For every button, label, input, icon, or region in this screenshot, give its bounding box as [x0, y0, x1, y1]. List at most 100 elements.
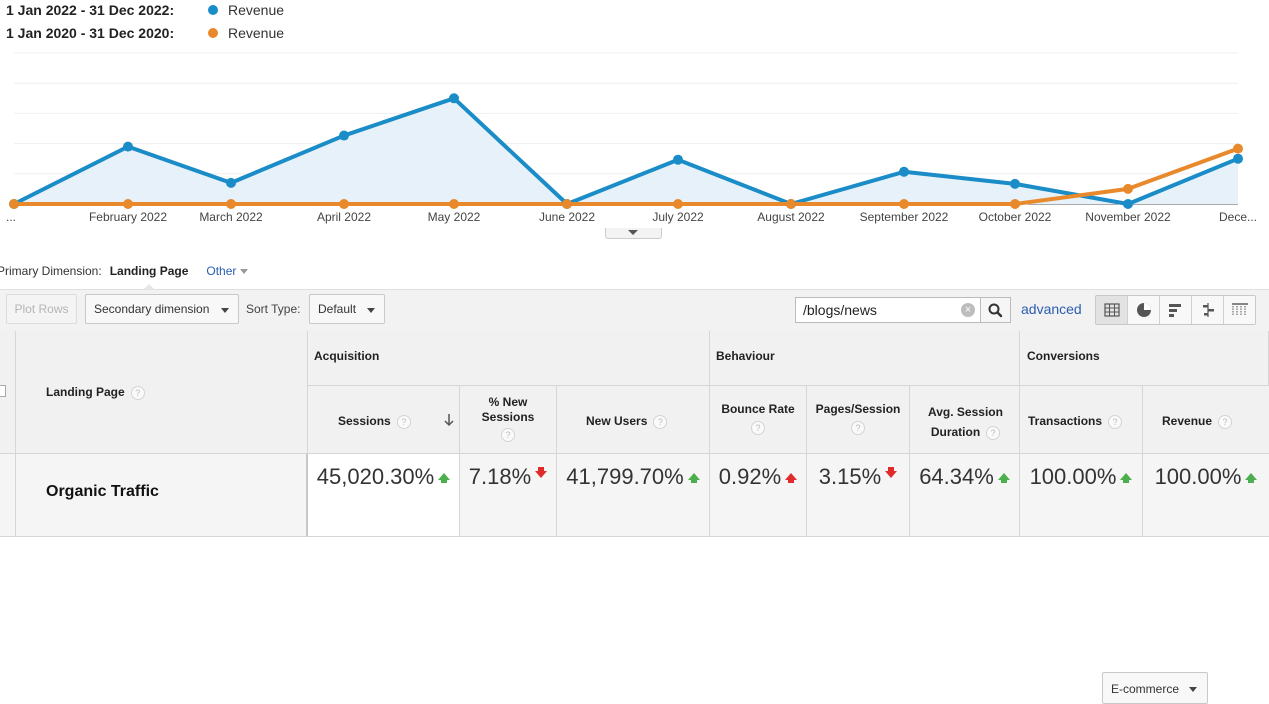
pct-new-sessions-column-header[interactable]: % New Sessions?: [460, 386, 557, 454]
new-users-cell: 41,799.70%: [557, 454, 710, 537]
data-table-view-button[interactable]: [1096, 296, 1128, 324]
other-label: Other: [206, 264, 237, 278]
data-point[interactable]: [123, 199, 133, 209]
avg-session-duration-title: Avg. Session Duration?: [928, 405, 1003, 440]
transactions-title: Transactions?: [1028, 414, 1123, 429]
new-users-value: 41,799.70%: [566, 464, 684, 489]
help-icon[interactable]: ?: [396, 414, 411, 429]
revenue-line-chart: ... February 2022 March 2022 April 2022 May …: [6, 52, 1257, 224]
bounce-rate-title: Bounce Rate?: [721, 402, 795, 435]
pages-session-cell: 3.15%: [807, 454, 910, 537]
row-checkbox-cell: [0, 454, 16, 537]
revenue-value: 100.00%: [1154, 464, 1242, 489]
series-area: [14, 98, 1238, 204]
landing-page-title: Landing Page?: [46, 385, 145, 400]
transactions-value: 100.00%: [1029, 464, 1117, 489]
data-point[interactable]: [123, 141, 133, 152]
table-view-switcher: [1095, 295, 1256, 325]
plot-rows-button[interactable]: Plot Rows: [6, 294, 77, 324]
help-icon[interactable]: ?: [653, 414, 668, 429]
new-users-column-header[interactable]: New Users?: [557, 386, 710, 454]
arrow-up-icon: [687, 472, 700, 483]
secondary-dimension-dropdown[interactable]: Secondary dimension: [85, 294, 239, 324]
sessions-value: 45,020.30%: [316, 464, 435, 489]
pivot-view-button[interactable]: [1224, 296, 1255, 324]
select-all-checkbox[interactable]: [0, 385, 6, 397]
data-point[interactable]: [1233, 143, 1243, 154]
data-point[interactable]: [9, 199, 19, 209]
data-point[interactable]: [449, 93, 459, 104]
legend-item-2020: 1 Jan 2020 - 31 Dec 2020: Revenue: [6, 23, 284, 43]
comparison-icon: [1202, 303, 1214, 317]
x-tick-label: February 2022: [89, 210, 167, 224]
data-point[interactable]: [562, 199, 572, 209]
pct-new-sessions-title: % New Sessions?: [481, 395, 535, 442]
acquisition-group-header: Acquisition: [308, 331, 710, 386]
pct-new-sessions-value: 7.18%: [468, 464, 532, 489]
sessions-cell: 45,020.30%: [308, 454, 460, 537]
legend-dot-icon: [208, 28, 218, 38]
caret-down-icon: [367, 308, 375, 313]
data-point[interactable]: [786, 199, 796, 209]
help-icon[interactable]: ?: [1108, 414, 1123, 429]
revenue-column-header[interactable]: Revenue?: [1143, 386, 1269, 454]
new-users-title: New Users?: [586, 414, 668, 429]
conversions-goal-select[interactable]: E-commerce: [1102, 672, 1208, 704]
data-point[interactable]: [339, 130, 349, 141]
help-icon[interactable]: ?: [986, 425, 1001, 440]
data-point[interactable]: [899, 166, 909, 177]
x-tick-label: ...: [6, 210, 16, 224]
caret-down-icon: [221, 308, 229, 313]
caret-down-icon: [240, 268, 249, 274]
clear-icon[interactable]: ×: [961, 303, 975, 317]
report-table: Landing Page? Acquisition Behaviour Conv…: [0, 331, 1269, 704]
help-icon[interactable]: ?: [851, 421, 865, 435]
advanced-filter-link[interactable]: advanced: [1021, 301, 1082, 317]
x-tick-label: August 2022: [757, 210, 825, 224]
data-point[interactable]: [1233, 153, 1243, 164]
data-point[interactable]: [1123, 183, 1133, 194]
data-point[interactable]: [449, 199, 459, 209]
data-point[interactable]: [226, 177, 236, 188]
performance-view-button[interactable]: [1160, 296, 1192, 324]
help-icon[interactable]: ?: [751, 421, 765, 435]
x-tick-label: September 2022: [860, 210, 949, 224]
pages-session-column-header[interactable]: Pages/Session?: [807, 386, 910, 454]
chart-collapse-tab[interactable]: [605, 228, 662, 239]
chevron-down-icon: [628, 230, 638, 235]
caret-down-icon: [1189, 687, 1197, 692]
sort-type-label: Sort Type:: [246, 302, 301, 316]
data-point[interactable]: [1010, 199, 1020, 209]
bounce-rate-column-header[interactable]: Bounce Rate?: [710, 386, 807, 454]
table-search-input[interactable]: /blogs/news ×: [795, 297, 981, 323]
table-toolbar: Plot Rows Secondary dimension Sort Type:…: [0, 289, 1269, 332]
transactions-cell: 100.00%: [1020, 454, 1143, 537]
percentage-view-button[interactable]: [1128, 296, 1160, 324]
help-icon[interactable]: ?: [501, 428, 515, 442]
comparison-view-button[interactable]: [1192, 296, 1224, 324]
primary-dimension-landing-page[interactable]: Landing Page: [109, 264, 189, 290]
data-point[interactable]: [673, 199, 683, 209]
arrow-up-icon: [438, 472, 451, 483]
avg-session-duration-column-header[interactable]: Avg. Session Duration?: [910, 386, 1020, 454]
search-button[interactable]: [980, 297, 1011, 323]
transactions-column-header[interactable]: Transactions?: [1020, 386, 1143, 454]
data-point[interactable]: [1123, 199, 1133, 209]
x-tick-label: July 2022: [652, 210, 704, 224]
data-point[interactable]: [673, 154, 683, 165]
data-point[interactable]: [226, 199, 236, 209]
data-point[interactable]: [1010, 178, 1020, 189]
data-point[interactable]: [339, 199, 349, 209]
x-tick-label: April 2022: [317, 210, 371, 224]
sort-descending-arrow-icon[interactable]: [443, 413, 455, 427]
behaviour-title: Behaviour: [716, 349, 775, 363]
help-icon[interactable]: ?: [1218, 414, 1233, 429]
series-line-2020: [14, 146, 1239, 206]
data-point[interactable]: [899, 199, 909, 209]
help-icon[interactable]: ?: [130, 385, 145, 400]
landing-page-header[interactable]: Landing Page?: [16, 331, 308, 454]
sessions-column-header[interactable]: Sessions?: [308, 386, 460, 454]
primary-dimension-other[interactable]: Other: [206, 264, 249, 278]
bounce-rate-cell: 0.92%: [710, 454, 807, 537]
sort-type-dropdown[interactable]: Default: [309, 294, 385, 324]
